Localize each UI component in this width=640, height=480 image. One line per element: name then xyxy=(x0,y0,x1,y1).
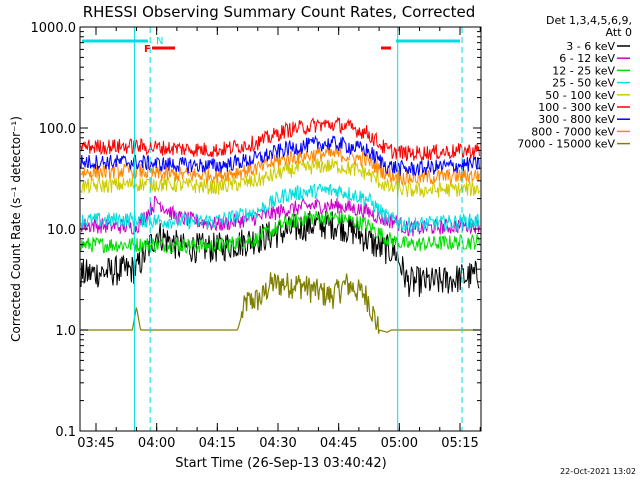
x-axis-label: Start Time (26-Sep-13 03:40:42) xyxy=(175,456,386,471)
y-tick-label-3: 100.0 xyxy=(39,122,76,137)
legend-header-line-2: Att 0 xyxy=(606,26,632,39)
y-tick-label-4: 1000.0 xyxy=(31,21,77,36)
x-tick-label-5: 05:00 xyxy=(381,436,418,451)
legend-label-2: 12 - 25 keV xyxy=(552,64,615,77)
legend-label-3: 25 - 50 keV xyxy=(552,77,615,90)
y-tick-label-2: 10.0 xyxy=(47,223,76,238)
legend-label-8: 7000 - 15000 keV xyxy=(517,138,615,151)
legend-label-4: 50 - 100 keV xyxy=(545,89,615,102)
x-tick-label-3: 04:30 xyxy=(259,436,296,451)
series-line-12to25keV xyxy=(80,209,480,254)
y-tick-label-1: 1.0 xyxy=(55,324,76,339)
x-tick-label-2: 04:15 xyxy=(199,436,236,451)
series-line-7000to15000keV xyxy=(81,272,480,334)
legend-label-0: 3 - 6 keV xyxy=(566,40,615,53)
series-line-800to7000keV xyxy=(80,146,480,186)
annotation-flare-label: F xyxy=(144,44,151,55)
chart-title: RHESSI Observing Summary Count Rates, Co… xyxy=(83,3,476,21)
plot-area: FN xyxy=(80,27,480,431)
x-tick-label-1: 04:00 xyxy=(138,436,175,451)
legend-label-5: 100 - 300 keV xyxy=(538,101,615,114)
x-tick-label-4: 04:45 xyxy=(320,436,357,451)
annotation-night-label: N xyxy=(156,36,163,47)
series-line-100to300keV xyxy=(80,116,480,162)
legend-label-7: 800 - 7000 keV xyxy=(531,125,615,138)
series-line-50to100keV xyxy=(80,158,480,199)
x-tick-label-6: 05:15 xyxy=(441,436,478,451)
legend-label-6: 300 - 800 keV xyxy=(538,113,615,126)
plot-content xyxy=(80,116,480,334)
y-tick-label-0: 0.1 xyxy=(55,425,76,440)
legend-label-1: 6 - 12 keV xyxy=(559,52,615,65)
series-line-300to800keV xyxy=(80,134,480,177)
axes: 0.1 1.0 10.0 100.0 1000.0 03:45 04:00 04:15 04:3… xyxy=(31,21,481,451)
legend-header-line-1: Det 1,3,4,5,6,9, xyxy=(546,14,632,27)
series-line-25to50keV xyxy=(80,183,480,234)
y-axis-label: Corrected Count Rate (s⁻¹ detector⁻¹) xyxy=(9,116,23,342)
x-tick-label-0: 03:45 xyxy=(77,436,114,451)
timestamp: 22-Oct-2021 13:02 xyxy=(560,467,636,476)
